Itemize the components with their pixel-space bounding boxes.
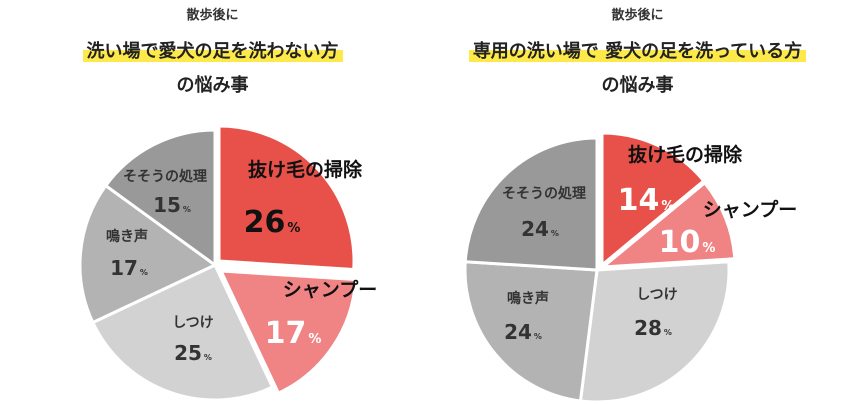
slice-label: 抜け毛の掃除 bbox=[248, 158, 363, 181]
slice-value: 10% bbox=[659, 225, 716, 260]
chart-title: 専用の洗い場で 愛犬の足を洗っている方 bbox=[425, 36, 850, 63]
slice-value: 24% bbox=[504, 320, 542, 344]
slice-label: しつけ bbox=[636, 287, 677, 303]
slice-label: シャンプー bbox=[283, 278, 377, 301]
pie-slice bbox=[578, 260, 731, 404]
pie-slice bbox=[600, 131, 706, 267]
pie-slice bbox=[219, 269, 358, 395]
chart-kicker: 散歩後に bbox=[611, 8, 664, 23]
slice-value: 17% bbox=[265, 316, 322, 351]
slice-value: 28% bbox=[634, 316, 672, 340]
pie-chart-left: 抜け毛の掃除 26 % シャンプー 17 % しつけ 25 % 鳴き声 17 % そそうの処理 15% bbox=[78, 124, 377, 402]
pie-slice bbox=[78, 184, 217, 324]
slice-value: 25% bbox=[174, 341, 212, 365]
slice-label: シャンプー bbox=[703, 198, 797, 221]
chart-title-highlight: 洗い場で愛犬の足を洗わない方 bbox=[82, 36, 343, 63]
pie-slice bbox=[91, 263, 274, 402]
pie-slice bbox=[601, 181, 737, 269]
chart-title-highlight: 専用の洗い場で 愛犬の足を洗っている方 bbox=[468, 36, 807, 63]
slice-label: しつけ bbox=[172, 315, 213, 331]
slice-value: 15% bbox=[153, 193, 191, 217]
chart-title-sub: の悩み事 bbox=[176, 75, 249, 96]
slice-value: 14% bbox=[618, 183, 675, 218]
slice-label: 抜け毛の掃除 bbox=[628, 143, 743, 166]
slice-label: そそうの処理 bbox=[123, 168, 207, 185]
pie-slice bbox=[104, 128, 217, 267]
pie-slice bbox=[463, 136, 599, 272]
slice-value: 17% bbox=[110, 256, 148, 280]
slice-label: 鳴き声 bbox=[106, 228, 148, 245]
pie-slice bbox=[217, 124, 356, 271]
chart-kicker: 散歩後に bbox=[186, 8, 239, 23]
slice-value: 26% bbox=[244, 205, 301, 240]
pie-panel-left: 散歩後に 洗い場で愛犬の足を洗わない方 の悩み事 抜け毛の掃除 26% シャンプー 1… bbox=[0, 8, 425, 402]
pie-chart-right: 抜け毛の掃除 14% シャンプー 10 % しつけ 28 % 鳴き声 24 % そそうの処理 24% bbox=[463, 131, 797, 404]
slice-label: 鳴き声 bbox=[507, 290, 549, 307]
pie-panel-right: 散歩後に 専用の洗い場で 愛犬の足を洗っている方 の悩み事 抜け毛の掃除 14% シ… bbox=[425, 0, 850, 405]
slice-value: 24% bbox=[521, 217, 559, 241]
chart-title-sub: の悩み事 bbox=[601, 75, 674, 96]
pie-slice bbox=[463, 260, 599, 403]
slice-label: そそうの処理 bbox=[502, 185, 586, 202]
chart-title: 洗い場で愛犬の足を洗わない方 bbox=[0, 36, 425, 63]
